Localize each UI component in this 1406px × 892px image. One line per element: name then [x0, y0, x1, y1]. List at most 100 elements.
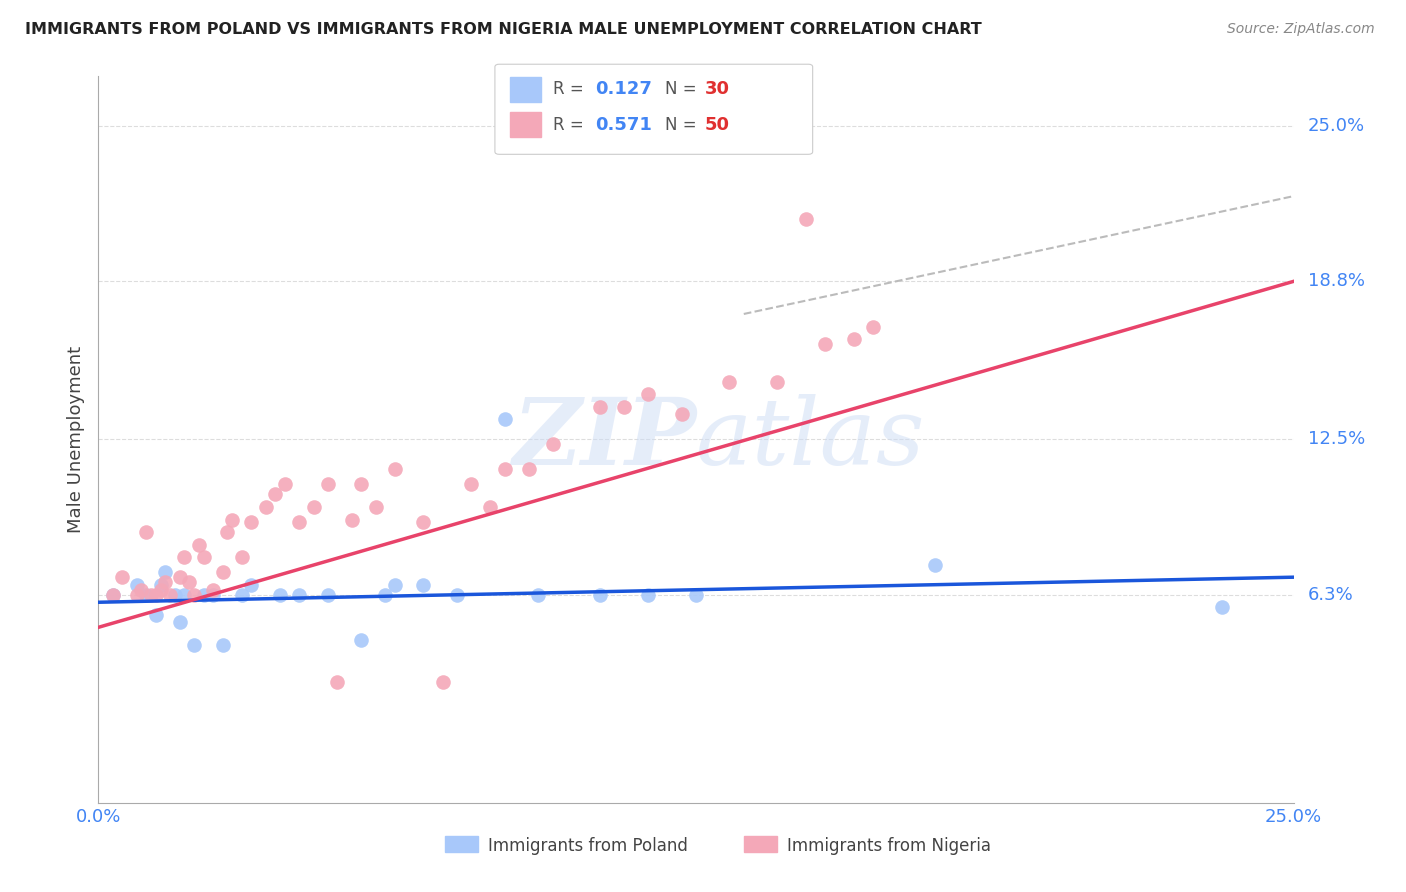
Point: [159, 588, 181, 602]
Point: [637, 387, 659, 401]
Point: [231, 550, 253, 565]
Point: [231, 588, 253, 602]
Point: [460, 477, 482, 491]
Bar: [744, 836, 778, 852]
Point: [350, 477, 373, 491]
Point: [613, 400, 636, 414]
Point: [479, 500, 502, 514]
Point: [139, 588, 162, 602]
Text: IMMIGRANTS FROM POLAND VS IMMIGRANTS FROM NIGERIA MALE UNEMPLOYMENT CORRELATION : IMMIGRANTS FROM POLAND VS IMMIGRANTS FRO…: [25, 22, 981, 37]
Point: [183, 588, 205, 602]
Point: [527, 588, 550, 602]
Point: [101, 588, 124, 602]
Point: [412, 515, 434, 529]
Text: 6.3%: 6.3%: [1308, 586, 1354, 604]
Text: R =: R =: [553, 80, 589, 98]
Point: [187, 538, 209, 552]
Point: [169, 615, 191, 630]
Point: [274, 477, 297, 491]
Point: [193, 550, 215, 565]
Text: 50: 50: [704, 116, 730, 134]
Point: [202, 588, 225, 602]
Point: [173, 550, 195, 565]
Point: [814, 337, 837, 351]
Point: [340, 512, 363, 526]
Point: [125, 588, 148, 602]
Point: [135, 588, 157, 602]
Point: [517, 462, 540, 476]
Point: [179, 575, 201, 590]
Point: [350, 632, 373, 647]
Point: [637, 588, 659, 602]
Point: [183, 638, 205, 652]
Point: [794, 211, 817, 226]
Text: atlas: atlas: [696, 394, 925, 484]
Point: [155, 565, 177, 579]
Point: [217, 524, 239, 539]
Text: 0.127: 0.127: [595, 80, 651, 98]
Point: [326, 675, 349, 690]
Point: [155, 575, 177, 590]
Text: R =: R =: [553, 116, 589, 134]
Text: ZIP: ZIP: [512, 394, 696, 484]
Text: 30: 30: [704, 80, 730, 98]
Text: Source: ZipAtlas.com: Source: ZipAtlas.com: [1227, 22, 1375, 37]
Point: [766, 375, 789, 389]
Point: [173, 588, 195, 602]
Text: 25.0%: 25.0%: [1308, 117, 1365, 135]
Point: [432, 675, 454, 690]
Point: [446, 588, 468, 602]
Point: [149, 578, 172, 592]
Point: [145, 588, 167, 602]
Point: [169, 570, 191, 584]
Point: [718, 375, 741, 389]
Point: [202, 582, 225, 597]
Point: [384, 578, 406, 592]
Point: [316, 588, 339, 602]
Point: [211, 638, 233, 652]
Point: [264, 487, 287, 501]
Point: [589, 400, 612, 414]
Text: 0.571: 0.571: [595, 116, 651, 134]
Point: [131, 582, 153, 597]
Point: [862, 319, 884, 334]
Point: [412, 578, 434, 592]
Point: [364, 500, 387, 514]
Text: N =: N =: [665, 80, 702, 98]
Point: [1211, 600, 1233, 615]
Point: [494, 462, 516, 476]
Point: [145, 607, 167, 622]
Point: [494, 412, 516, 426]
Text: 18.8%: 18.8%: [1308, 272, 1365, 291]
Point: [135, 524, 157, 539]
Text: Immigrants from Poland: Immigrants from Poland: [488, 838, 688, 855]
Bar: [446, 836, 478, 852]
Point: [163, 588, 186, 602]
Point: [302, 500, 325, 514]
Point: [384, 462, 406, 476]
Point: [254, 500, 277, 514]
Point: [685, 588, 707, 602]
Point: [316, 477, 339, 491]
Text: N =: N =: [665, 116, 702, 134]
Point: [240, 578, 263, 592]
Point: [374, 588, 396, 602]
Point: [211, 565, 233, 579]
Point: [671, 407, 693, 421]
Point: [111, 570, 134, 584]
Text: 12.5%: 12.5%: [1308, 430, 1365, 449]
Point: [149, 582, 172, 597]
Point: [589, 588, 612, 602]
Point: [125, 578, 148, 592]
Point: [240, 515, 263, 529]
Point: [269, 588, 291, 602]
Point: [924, 558, 946, 572]
Y-axis label: Male Unemployment: Male Unemployment: [66, 346, 84, 533]
Point: [193, 588, 215, 602]
Point: [288, 588, 311, 602]
Text: Immigrants from Nigeria: Immigrants from Nigeria: [787, 838, 991, 855]
Point: [288, 515, 311, 529]
Point: [541, 437, 564, 451]
Point: [221, 512, 243, 526]
Point: [842, 332, 865, 346]
